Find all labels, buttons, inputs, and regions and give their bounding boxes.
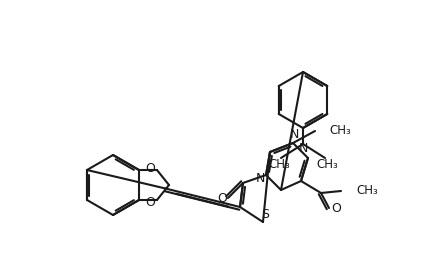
Text: CH₃: CH₃ [329, 124, 351, 136]
Text: O: O [331, 203, 341, 215]
Text: N: N [298, 143, 308, 155]
Text: CH₃: CH₃ [268, 158, 290, 172]
Text: S: S [261, 207, 269, 221]
Text: N: N [289, 128, 299, 142]
Text: O: O [217, 192, 227, 206]
Text: CH₃: CH₃ [316, 158, 338, 172]
Text: CH₃: CH₃ [356, 184, 378, 198]
Text: O: O [145, 162, 155, 174]
Text: O: O [145, 195, 155, 209]
Text: N: N [255, 173, 265, 185]
